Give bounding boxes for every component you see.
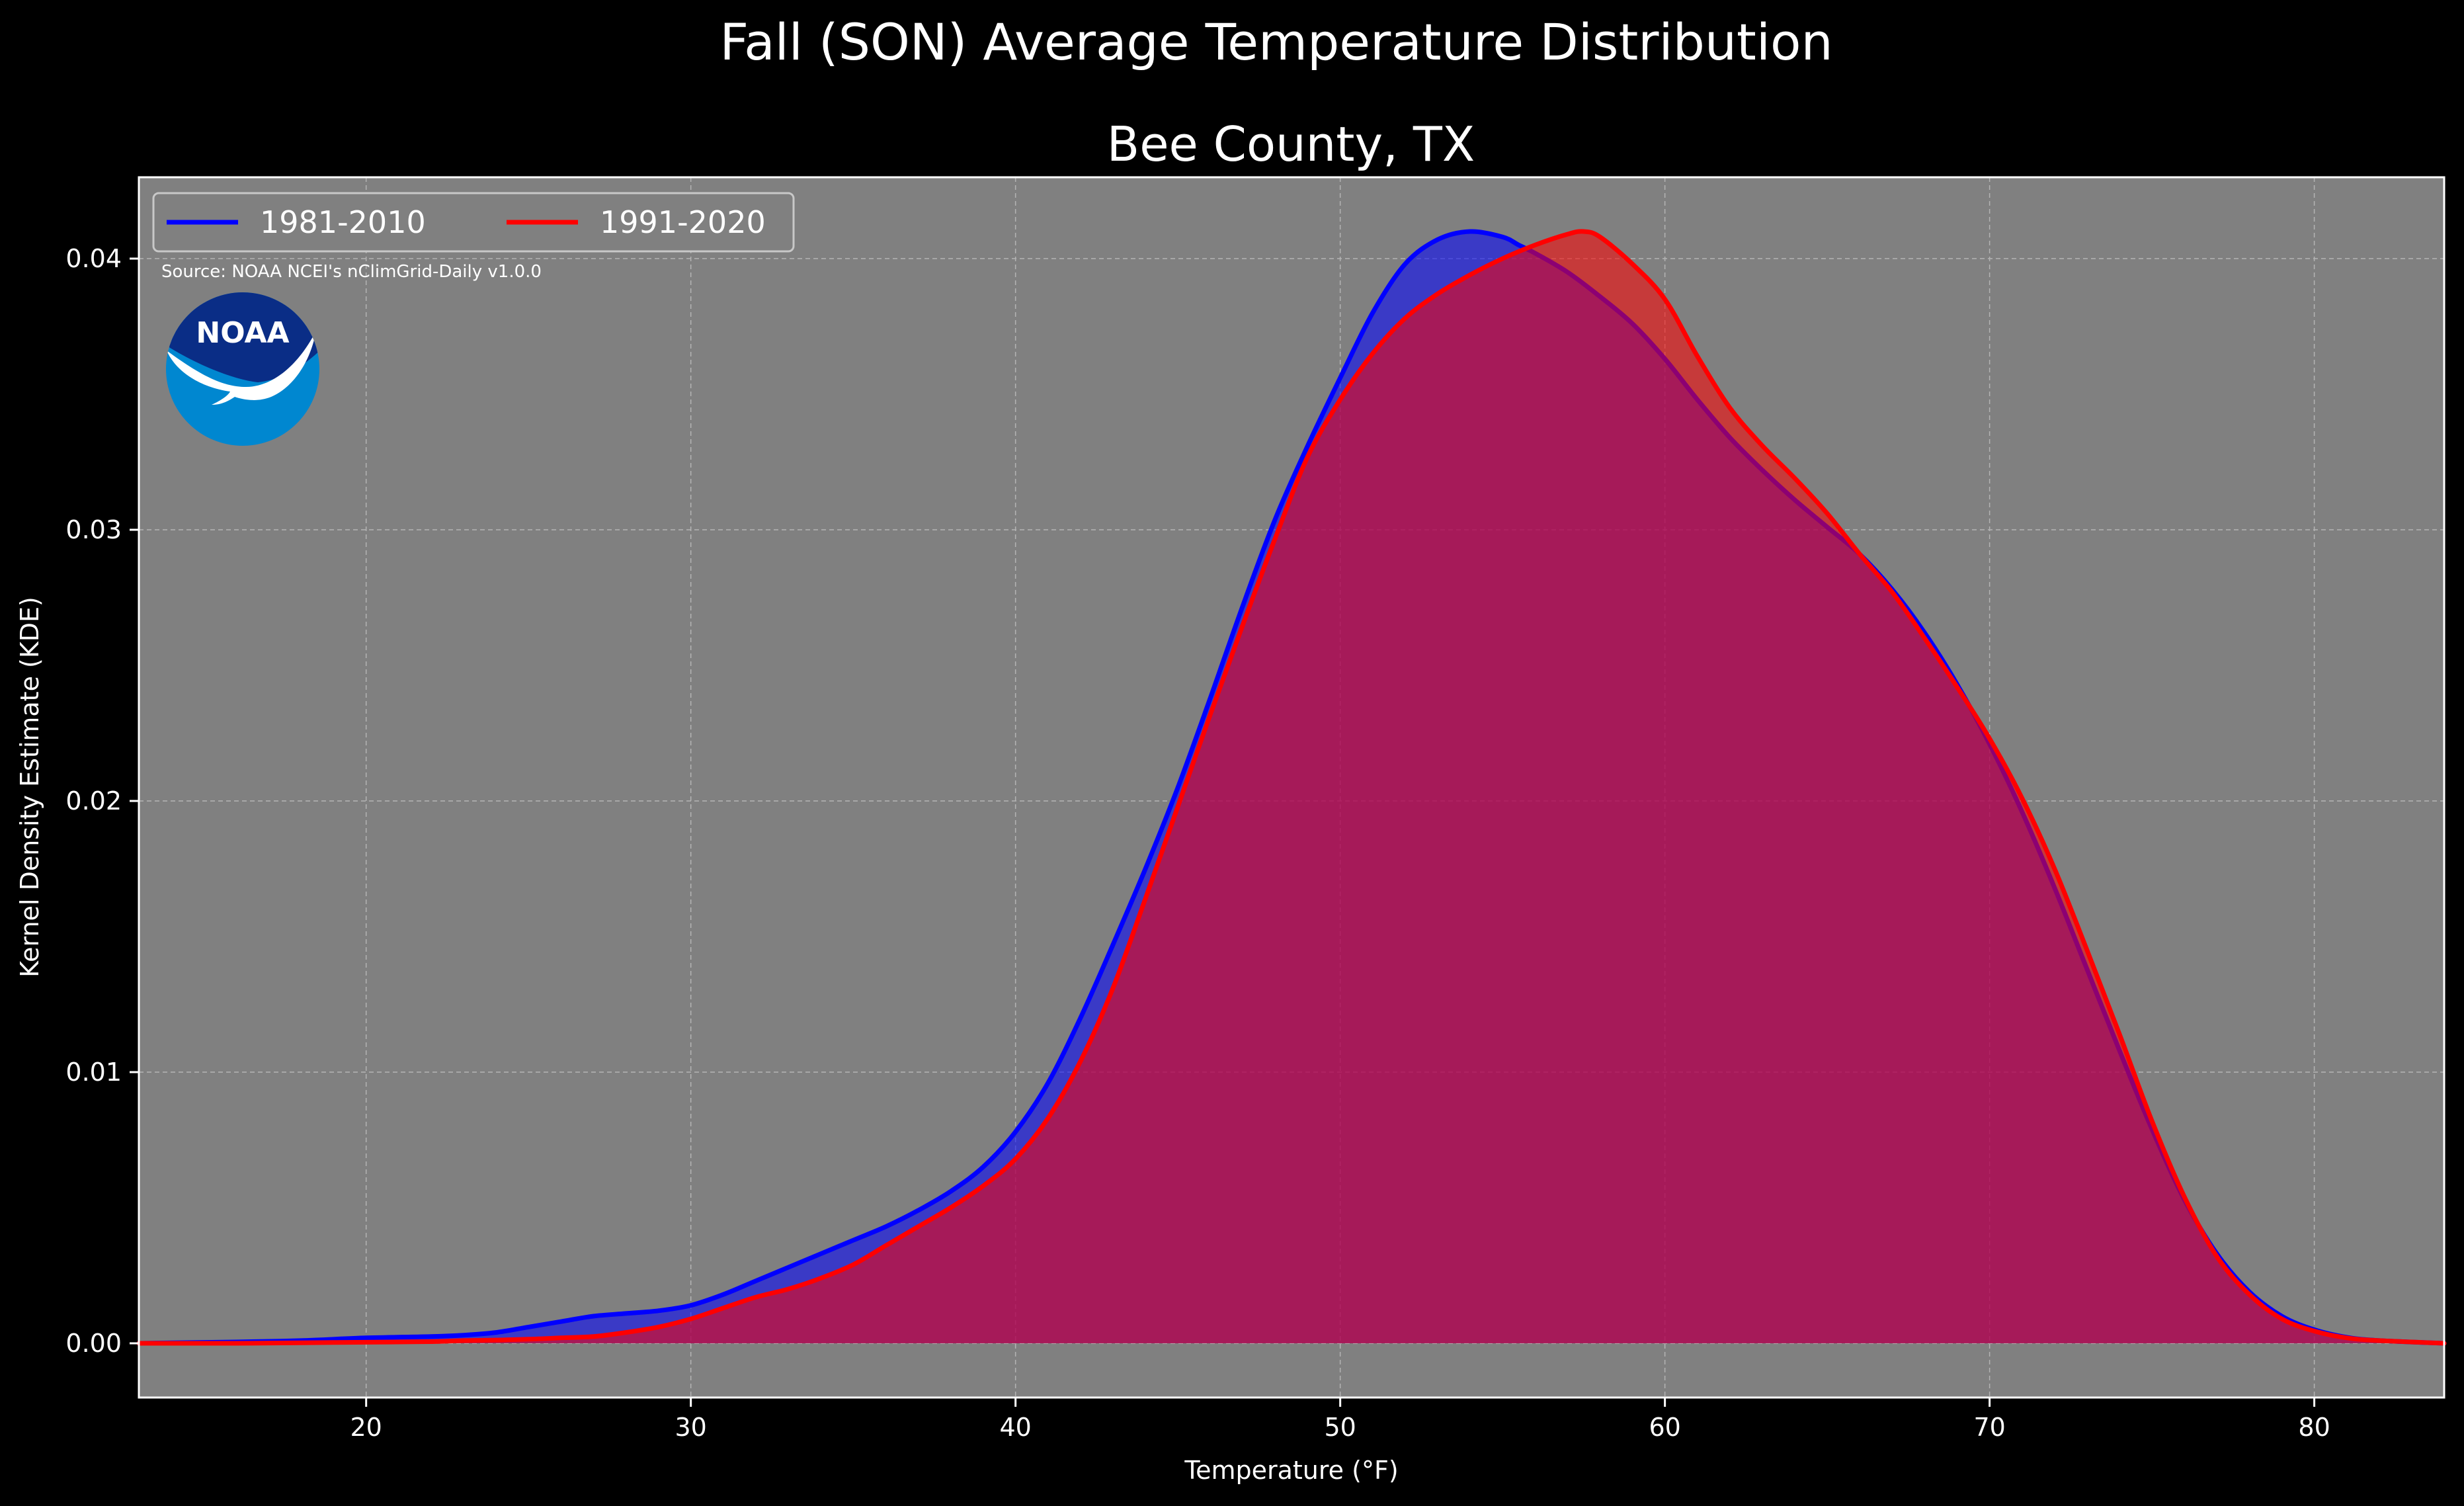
y-tick-label: 0.04 xyxy=(65,244,122,273)
noaa-logo-bird xyxy=(167,331,316,405)
legend-label-1991-2020: 1991-2020 xyxy=(600,204,766,240)
x-tick-label: 40 xyxy=(999,1413,1031,1442)
legend: 1981-2010 1991-2020 xyxy=(152,192,795,253)
plot-frame xyxy=(138,176,2445,1399)
x-axis-label: Temperature (°F) xyxy=(1184,1456,1398,1485)
series-line-1991-2020 xyxy=(136,229,2447,1346)
x-tick-label: 70 xyxy=(1973,1413,2005,1442)
y-tick-label: 0.02 xyxy=(65,786,122,816)
x-axis: 20 30 40 50 60 70 80 xyxy=(350,1398,2330,1442)
x-tick-label: 50 xyxy=(1324,1413,1356,1442)
y-axis-label: Kernel Density Estimate (KDE) xyxy=(15,597,44,978)
x-tick-label: 60 xyxy=(1649,1413,1680,1442)
series-area-1991-2020 xyxy=(139,231,2444,1344)
y-tick-label: 0.03 xyxy=(65,515,122,544)
noaa-logo-text: NOAA xyxy=(196,316,289,350)
source-note: Source: NOAA NCEI's nClimGrid-Daily v1.0… xyxy=(161,262,542,282)
x-tick-label: 30 xyxy=(675,1413,706,1442)
noaa-logo-sky xyxy=(166,292,319,382)
x-tick-label: 20 xyxy=(350,1413,382,1442)
x-tick-label: 80 xyxy=(2298,1413,2330,1442)
legend-box xyxy=(152,192,795,253)
y-tick-label: 0.01 xyxy=(65,1058,122,1087)
series-layer xyxy=(136,229,2447,1346)
chart-title: Bee County, TX xyxy=(1107,116,1475,172)
noaa-logo: NOAA xyxy=(166,292,319,446)
y-axis: 0.00 0.01 0.02 0.03 0.04 xyxy=(65,244,139,1358)
chart-suptitle: Fall (SON) Average Temperature Distribut… xyxy=(719,13,1832,71)
y-tick-label: 0.00 xyxy=(65,1329,122,1358)
legend-label-1981-2010: 1981-2010 xyxy=(260,204,426,240)
